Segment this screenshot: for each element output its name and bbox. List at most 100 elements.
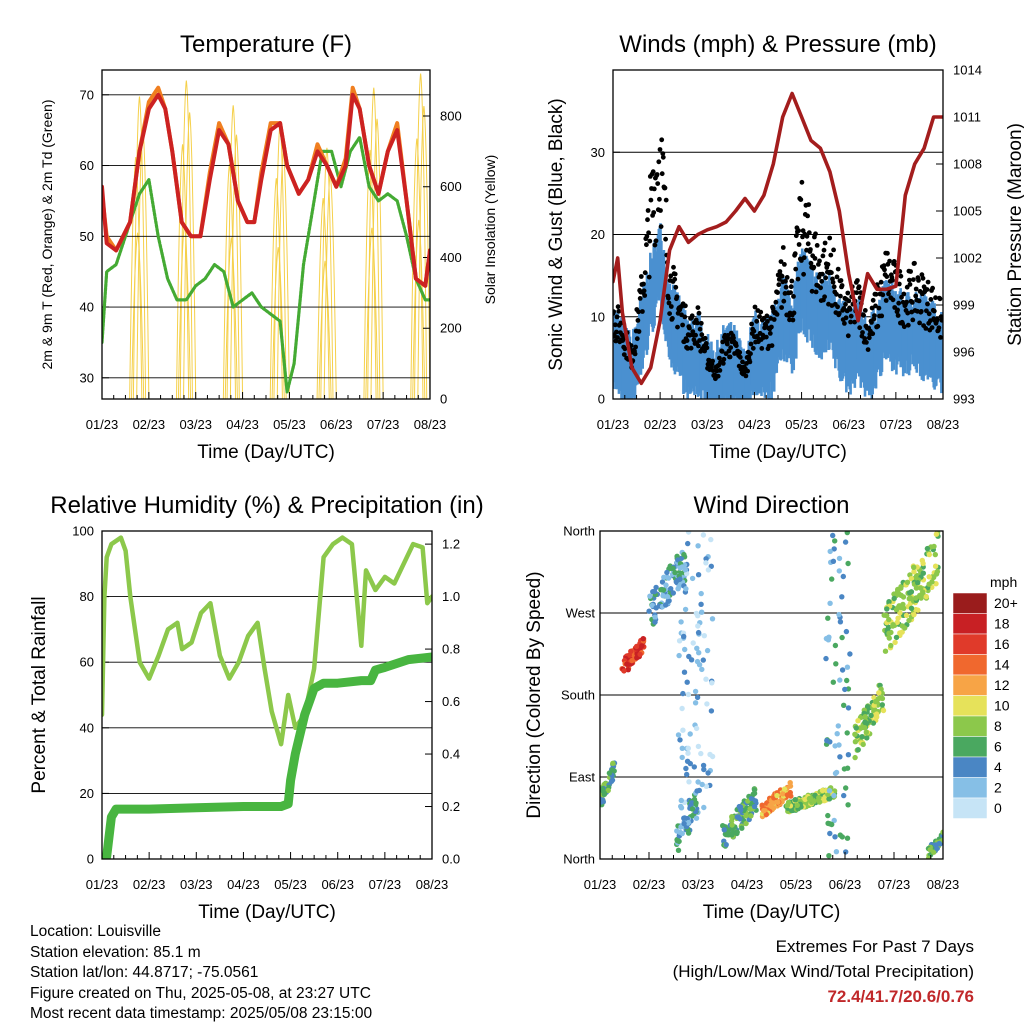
- y-right-tick-label: 0: [440, 392, 447, 407]
- direction-point: [792, 797, 798, 803]
- gust-point: [841, 306, 847, 311]
- direction-point: [696, 650, 702, 656]
- gust-point: [936, 325, 942, 331]
- gust-point: [846, 298, 852, 304]
- direction-point: [674, 837, 680, 844]
- gust-point: [843, 315, 849, 321]
- direction-point: [689, 806, 696, 812]
- direction-point: [652, 619, 658, 625]
- recent-text: Most recent data timestamp: 2025/05/08 2…: [30, 1005, 373, 1022]
- gust-point: [870, 297, 876, 303]
- direction-point: [839, 667, 846, 673]
- y-right-tick-label: 996: [953, 345, 975, 360]
- direction-point: [694, 645, 700, 651]
- direction-point: [893, 634, 900, 641]
- direction-point: [917, 592, 923, 599]
- direction-point: [695, 779, 701, 785]
- direction-point: [685, 540, 691, 547]
- x-tick-label: 08/23: [927, 877, 960, 892]
- direction-point: [677, 737, 683, 743]
- gust-point: [745, 368, 750, 374]
- gust-point: [779, 273, 785, 279]
- y-tick-label: West: [566, 606, 596, 621]
- direction-point: [701, 766, 707, 773]
- solar-peak: [316, 197, 330, 399]
- direction-point: [699, 609, 705, 615]
- direction-point: [700, 657, 706, 663]
- gust-point: [703, 341, 709, 346]
- gust-point: [763, 334, 769, 340]
- gust-point: [836, 311, 842, 316]
- legend-title: mph: [990, 574, 1017, 590]
- gust-point: [925, 301, 930, 307]
- solar-peak: [320, 147, 334, 399]
- y-right-tick-label: 1.2: [442, 537, 460, 552]
- direction-point: [678, 797, 684, 804]
- gust-point: [720, 361, 726, 366]
- gust-point: [687, 325, 692, 331]
- y-right-tick-label: 400: [440, 250, 462, 265]
- y-tick-label: 10: [591, 309, 605, 324]
- direction-point: [836, 568, 842, 574]
- direction-point: [676, 638, 683, 644]
- gust-point: [913, 286, 919, 292]
- y-tick-label: 0: [598, 392, 605, 407]
- gust-point: [750, 345, 756, 351]
- gust-point: [825, 262, 831, 267]
- y-tick-label: North: [563, 852, 595, 867]
- direction-point: [879, 702, 885, 708]
- direction-point: [831, 546, 837, 552]
- direction-point: [703, 783, 710, 789]
- direction-point: [833, 661, 839, 667]
- direction-point: [690, 640, 696, 646]
- x-tick-label: 05/23: [780, 877, 813, 892]
- direction-point: [621, 668, 627, 674]
- gust-point: [838, 293, 843, 299]
- direction-point: [703, 556, 709, 562]
- gust-point: [878, 279, 884, 285]
- gust-point: [857, 325, 863, 331]
- direction-point: [696, 662, 703, 668]
- gust-point: [748, 351, 753, 357]
- direction-point: [841, 792, 847, 799]
- gust-point: [715, 373, 721, 379]
- y-tick-label: South: [561, 688, 595, 703]
- direction-point: [893, 607, 900, 613]
- direction-point: [876, 690, 882, 696]
- direction-point: [601, 790, 608, 796]
- gust-point: [642, 293, 648, 298]
- y-right-tick-label: 1002: [953, 251, 982, 266]
- gust-point: [697, 326, 703, 332]
- gust-point: [865, 347, 871, 352]
- gust-point: [769, 324, 774, 330]
- gust-point: [635, 318, 641, 323]
- direction-point: [747, 806, 753, 812]
- gust-point: [925, 279, 931, 285]
- gust-point: [847, 307, 853, 312]
- gust-point: [843, 301, 848, 307]
- gust-point: [759, 346, 765, 351]
- direction-point: [826, 853, 832, 859]
- gust-point: [779, 305, 784, 310]
- extremes-title: Extremes For Past 7 Days: [775, 937, 974, 956]
- gust-point: [636, 309, 641, 315]
- direction-point: [686, 779, 692, 785]
- gust-point: [648, 197, 654, 203]
- direction-point: [708, 708, 715, 714]
- direction-point: [678, 619, 684, 625]
- gust-point: [881, 263, 887, 269]
- gust-point: [749, 321, 754, 327]
- gust-point: [848, 313, 854, 319]
- direction-point: [738, 807, 744, 813]
- station-info: Location: Louisville Station elevation: …: [30, 922, 372, 1025]
- direction-point: [890, 622, 896, 628]
- direction-point: [675, 557, 681, 563]
- direction-point: [699, 781, 705, 788]
- solar-peak: [365, 227, 379, 399]
- direction-point: [670, 565, 676, 572]
- direction-point: [748, 795, 755, 802]
- direction-point: [845, 705, 852, 711]
- gust-point: [838, 278, 844, 283]
- direction-point: [745, 798, 751, 804]
